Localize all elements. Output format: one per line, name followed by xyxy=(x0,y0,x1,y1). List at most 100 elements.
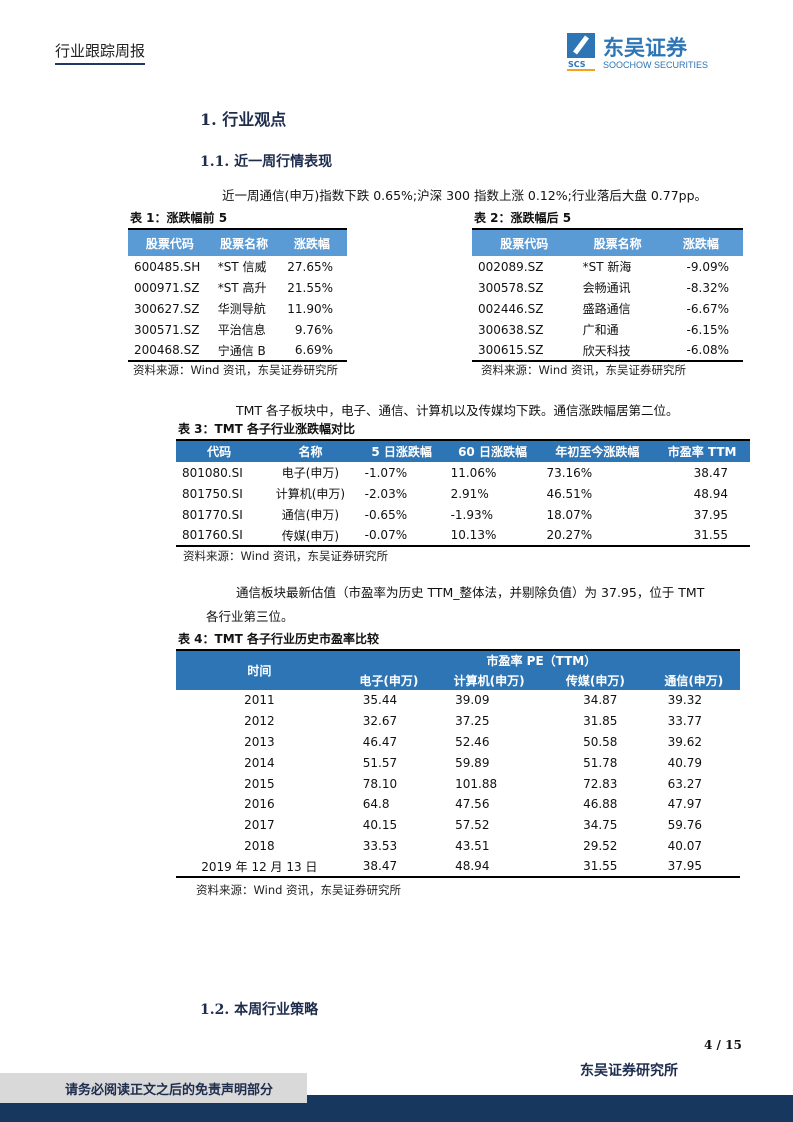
page-number: 4 / 15 xyxy=(704,1038,742,1052)
table-cell: 46.88 xyxy=(583,797,618,812)
column-header: 年初至今涨跌幅 xyxy=(555,445,640,459)
table-cell: *ST 新海 xyxy=(582,260,632,274)
table-cell: 2014 xyxy=(244,755,275,770)
table-row: 2014 51.57 59.89 51.78 40.79 xyxy=(176,752,740,773)
table-row: 600485.SH *ST 信威 27.65% xyxy=(128,256,347,277)
table-cell: 801080.SI xyxy=(182,465,243,480)
column-header: 60 日涨跌幅 xyxy=(458,445,527,459)
table-cell: 57.52 xyxy=(455,818,490,833)
column-header: 股票名称 xyxy=(593,236,642,251)
table-cell: 50.58 xyxy=(583,734,618,749)
column-header: 涨跌幅 xyxy=(682,236,719,251)
table-cell: *ST 信威 xyxy=(217,260,267,274)
table-row: 000971.SZ *ST 高升 21.55% xyxy=(128,277,347,298)
report-type-label: 行业跟踪周报 xyxy=(55,40,146,65)
table-row: 801760.SI 传媒(申万) -0.07% 10.13% 20.27% 31.55 xyxy=(176,525,750,546)
table-cell: 2019 年 12 月 13 日 xyxy=(201,859,318,874)
table-cell: 200468.SZ xyxy=(134,343,200,357)
table-top5: 股票代码 股票名称 涨跌幅 600485.SH *ST 信威 27.65% 000971.S… xyxy=(128,228,347,362)
table-cell: 40.07 xyxy=(667,838,702,853)
table-cell: 35.44 xyxy=(362,693,398,708)
table-row: 801770.SI 通信(申万) -0.65% -1.93% 18.07% 37.95 xyxy=(176,504,750,525)
table-cell: 51.78 xyxy=(583,755,618,770)
table3-caption: 表 3：TMT 各子行业涨跌幅对比 xyxy=(178,422,356,436)
table-tmt-change: 代码 名称 5 日涨跌幅 60 日涨跌幅 年初至今涨跌幅 市盈率 TTM 801080.SI… xyxy=(176,439,750,547)
table2-source: 资料来源：Wind 资讯，东吴证券研究所 xyxy=(481,363,687,377)
table-tmt-pe: 时间 市盈率 PE（TTM） 电子(申万) 计算机(申万) 传媒(申万) 通信(申万)… xyxy=(176,649,740,879)
table-cell: 传媒(申万) xyxy=(281,528,340,543)
table-cell: 2018 xyxy=(244,838,275,853)
table-cell: 47.97 xyxy=(667,797,702,812)
table-cell: 33.77 xyxy=(667,714,702,729)
table-row: 002446.SZ 盛路通信 -6.67% xyxy=(472,298,743,319)
table4-source: 资料来源：Wind 资讯，东吴证券研究所 xyxy=(196,883,402,897)
table-cell: 6.69% xyxy=(294,343,333,357)
table-cell: 51.57 xyxy=(362,755,398,770)
col-header-time: 时间 xyxy=(247,664,272,678)
table-cell: 801760.SI xyxy=(182,528,243,542)
table-cell: 59.76 xyxy=(667,818,702,833)
table-cell: 64.8 xyxy=(362,797,390,812)
table-cell: 会畅通讯 xyxy=(582,281,631,295)
table-cell: 300615.SZ xyxy=(478,343,544,357)
table-cell: 18.07% xyxy=(546,507,593,522)
table-cell: 欣天科技 xyxy=(582,343,631,358)
table-cell: 27.65% xyxy=(287,259,333,274)
header-row: 代码 名称 5 日涨跌幅 60 日涨跌幅 年初至今涨跌幅 市盈率 TTM xyxy=(176,440,750,462)
table-cell: 46.51% xyxy=(546,486,593,501)
table-cell: 101.88 xyxy=(455,776,498,791)
column-header: 传媒(申万) xyxy=(565,673,625,688)
table-cell: 000971.SZ xyxy=(134,280,200,295)
table-cell: 盛路通信 xyxy=(582,302,631,316)
section-1-1-heading: 1.1. 近一周行情表现 xyxy=(200,154,333,170)
paragraph-weekly-summary: 近一周通信(申万)指数下跌 0.65%;沪深 300 指数上涨 0.12%;行业… xyxy=(222,188,708,203)
paragraph-tmt: TMT 各子板块中，电子、通信、计算机以及传媒均下跌。通信涨跌幅居第二位。 xyxy=(236,403,679,418)
table-cell: 39.09 xyxy=(455,693,490,708)
table-cell: 801750.SI xyxy=(182,486,243,501)
table-cell: 计算机(申万) xyxy=(275,487,346,501)
table-cell: 9.76% xyxy=(294,322,333,337)
table-cell: 通信(申万) xyxy=(281,508,340,522)
column-header: 名称 xyxy=(298,445,323,459)
table-cell: 300638.SZ xyxy=(478,322,544,337)
table-cell: 2011 xyxy=(244,693,275,708)
table-cell: 43.51 xyxy=(455,838,490,853)
table-cell: 40.15 xyxy=(362,818,398,833)
table-row: 2015 78.10 101.88 72.83 63.27 xyxy=(176,773,740,794)
table-cell: -6.67% xyxy=(686,301,729,316)
header-row: 股票代码 股票名称 涨跌幅 xyxy=(128,229,347,256)
table-cell: 38.47 xyxy=(362,859,398,874)
table-row: 300571.SZ 平治信息 9.76% xyxy=(128,319,347,340)
table-cell: 21.55% xyxy=(287,280,333,295)
table-row: 2019 年 12 月 13 日 38.47 48.94 31.55 37.95 xyxy=(176,856,740,877)
table-cell: 72.83 xyxy=(583,776,618,791)
column-header: 股票代码 xyxy=(145,236,194,251)
table-cell: 48.94 xyxy=(693,486,728,501)
table-row: 2012 32.67 37.25 31.85 33.77 xyxy=(176,711,740,732)
table-cell: 48.94 xyxy=(455,859,490,874)
table-row: 2016 64.8 47.56 46.88 47.97 xyxy=(176,794,740,815)
table-cell: 华测导航 xyxy=(217,302,266,316)
table-row: 002089.SZ *ST 新海 -9.09% xyxy=(472,256,743,277)
table-cell: 39.32 xyxy=(667,693,702,708)
table-cell: -6.15% xyxy=(686,322,729,337)
table-cell: 2.91% xyxy=(450,486,489,501)
table-cell: 29.52 xyxy=(583,838,618,853)
paragraph-valuation-1: 通信板块最新估值（市盈率为历史 TTM_整体法，并剔除负值）为 37.95，位于… xyxy=(236,585,705,600)
table-cell: 2013 xyxy=(244,734,275,749)
logo-mark-icon: SCS 东吴证券 SOOCHOW SECURITIES xyxy=(567,33,708,71)
table-cell: 002446.SZ xyxy=(478,301,544,316)
table4-caption: 表 4：TMT 各子行业历史市盈率比较 xyxy=(178,632,380,646)
column-header: 计算机(申万) xyxy=(453,673,525,688)
column-header: 5 日涨跌幅 xyxy=(371,445,432,459)
table-cell: -1.07% xyxy=(364,465,408,480)
table1-caption: 表 1：涨跌幅前 5 xyxy=(130,211,228,225)
table-cell: 63.27 xyxy=(667,776,702,791)
table-cell: 平治信息 xyxy=(217,323,266,337)
table-cell: -6.08% xyxy=(686,343,729,357)
table-cell: 002089.SZ xyxy=(478,259,544,274)
table-row: 801080.SI 电子(申万) -1.07% 11.06% 73.16% 38.47 xyxy=(176,462,750,483)
table-cell: 801770.SI xyxy=(182,507,243,522)
table-cell: 2017 xyxy=(244,818,275,833)
table-row: 2017 40.15 57.52 34.75 59.76 xyxy=(176,815,740,836)
